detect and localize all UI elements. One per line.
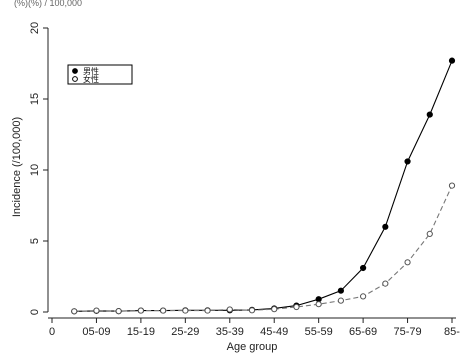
data-point bbox=[426, 111, 433, 118]
data-point bbox=[337, 287, 344, 294]
x-tick-label: 65-69 bbox=[349, 326, 377, 338]
legend-marker-2 bbox=[72, 76, 78, 82]
x-ticks: 0 05-09 15-19 25-29 35-39 45-49 55-59 65-69 75-7… bbox=[49, 318, 460, 338]
data-point bbox=[204, 307, 211, 314]
data-point bbox=[71, 308, 78, 315]
data-point bbox=[448, 57, 456, 64]
x-tick-label: 35-39 bbox=[216, 326, 244, 338]
y-tick-label: 5 bbox=[29, 238, 41, 244]
x-tick-label: 85- bbox=[444, 326, 460, 338]
legend-label-2: 女性 bbox=[83, 74, 99, 84]
data-point bbox=[182, 307, 189, 314]
series-line-1 bbox=[74, 60, 453, 312]
data-point bbox=[448, 182, 456, 189]
legend-box bbox=[67, 64, 133, 85]
data-point bbox=[226, 306, 233, 313]
data-point bbox=[404, 259, 411, 266]
data-point bbox=[293, 303, 300, 311]
data-point bbox=[382, 280, 389, 287]
x-tick-label: 55-59 bbox=[305, 326, 333, 338]
x-axis-title: Age group bbox=[227, 341, 278, 353]
x-tick-label: 25-29 bbox=[171, 326, 199, 338]
data-point bbox=[271, 306, 278, 313]
series-layer bbox=[71, 57, 456, 315]
y-ticks: 0 5 10 15 20 bbox=[29, 22, 48, 315]
data-point bbox=[382, 223, 389, 230]
y-tick-label: 10 bbox=[29, 164, 41, 176]
data-point bbox=[315, 301, 322, 308]
y-tick-label: 20 bbox=[29, 22, 41, 34]
data-point bbox=[137, 307, 144, 314]
x-tick-label: 0 bbox=[49, 326, 55, 338]
data-point bbox=[426, 230, 433, 237]
data-point bbox=[404, 158, 411, 165]
legend-label-1: 男性 bbox=[83, 66, 99, 76]
x-tick-label: 45-49 bbox=[260, 326, 288, 338]
x-tick-label: 75-79 bbox=[393, 326, 421, 338]
x-tick-label: 15-19 bbox=[127, 326, 155, 338]
series-line-2 bbox=[74, 185, 453, 312]
data-point bbox=[360, 293, 367, 300]
data-point bbox=[160, 307, 167, 314]
data-point bbox=[360, 264, 367, 272]
y-tick-label: 0 bbox=[29, 309, 41, 315]
data-point bbox=[93, 307, 100, 314]
header-fragment: (%)(%) / 100,000 bbox=[14, 0, 82, 8]
data-point bbox=[337, 297, 344, 304]
x-tick-label: 05-09 bbox=[82, 326, 110, 338]
data-point bbox=[248, 307, 256, 314]
y-axis-title: Incidence (/100,000) bbox=[11, 117, 23, 217]
y-tick-label: 15 bbox=[29, 93, 41, 105]
legend-marker-1 bbox=[72, 68, 78, 74]
data-point bbox=[115, 308, 122, 315]
data-point bbox=[315, 296, 322, 303]
